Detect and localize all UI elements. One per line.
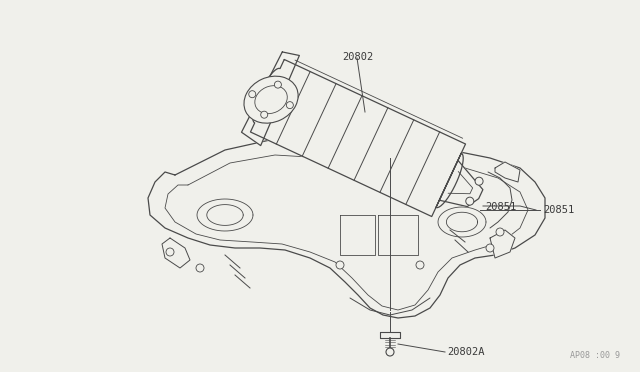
Polygon shape (380, 332, 400, 338)
Circle shape (275, 81, 282, 88)
Text: AP08 :00 9: AP08 :00 9 (570, 351, 620, 360)
Ellipse shape (255, 86, 287, 114)
Text: 20802: 20802 (342, 52, 373, 62)
Text: 20802A: 20802A (447, 347, 484, 357)
Polygon shape (241, 52, 300, 145)
Text: 20851: 20851 (543, 205, 574, 215)
Ellipse shape (244, 76, 298, 123)
Polygon shape (439, 160, 483, 206)
Circle shape (475, 177, 483, 185)
Circle shape (196, 264, 204, 272)
Circle shape (286, 102, 293, 109)
Circle shape (496, 228, 504, 236)
Circle shape (416, 261, 424, 269)
Circle shape (336, 261, 344, 269)
Circle shape (466, 197, 474, 205)
Polygon shape (340, 215, 375, 255)
Circle shape (386, 348, 394, 356)
Circle shape (249, 91, 256, 98)
Polygon shape (162, 238, 190, 268)
Polygon shape (250, 60, 465, 217)
Polygon shape (490, 230, 515, 258)
Text: 20851: 20851 (485, 202, 516, 212)
Circle shape (486, 244, 494, 252)
Circle shape (260, 111, 268, 118)
Polygon shape (378, 215, 418, 255)
Polygon shape (148, 140, 545, 318)
Circle shape (166, 248, 174, 256)
Polygon shape (495, 162, 520, 182)
